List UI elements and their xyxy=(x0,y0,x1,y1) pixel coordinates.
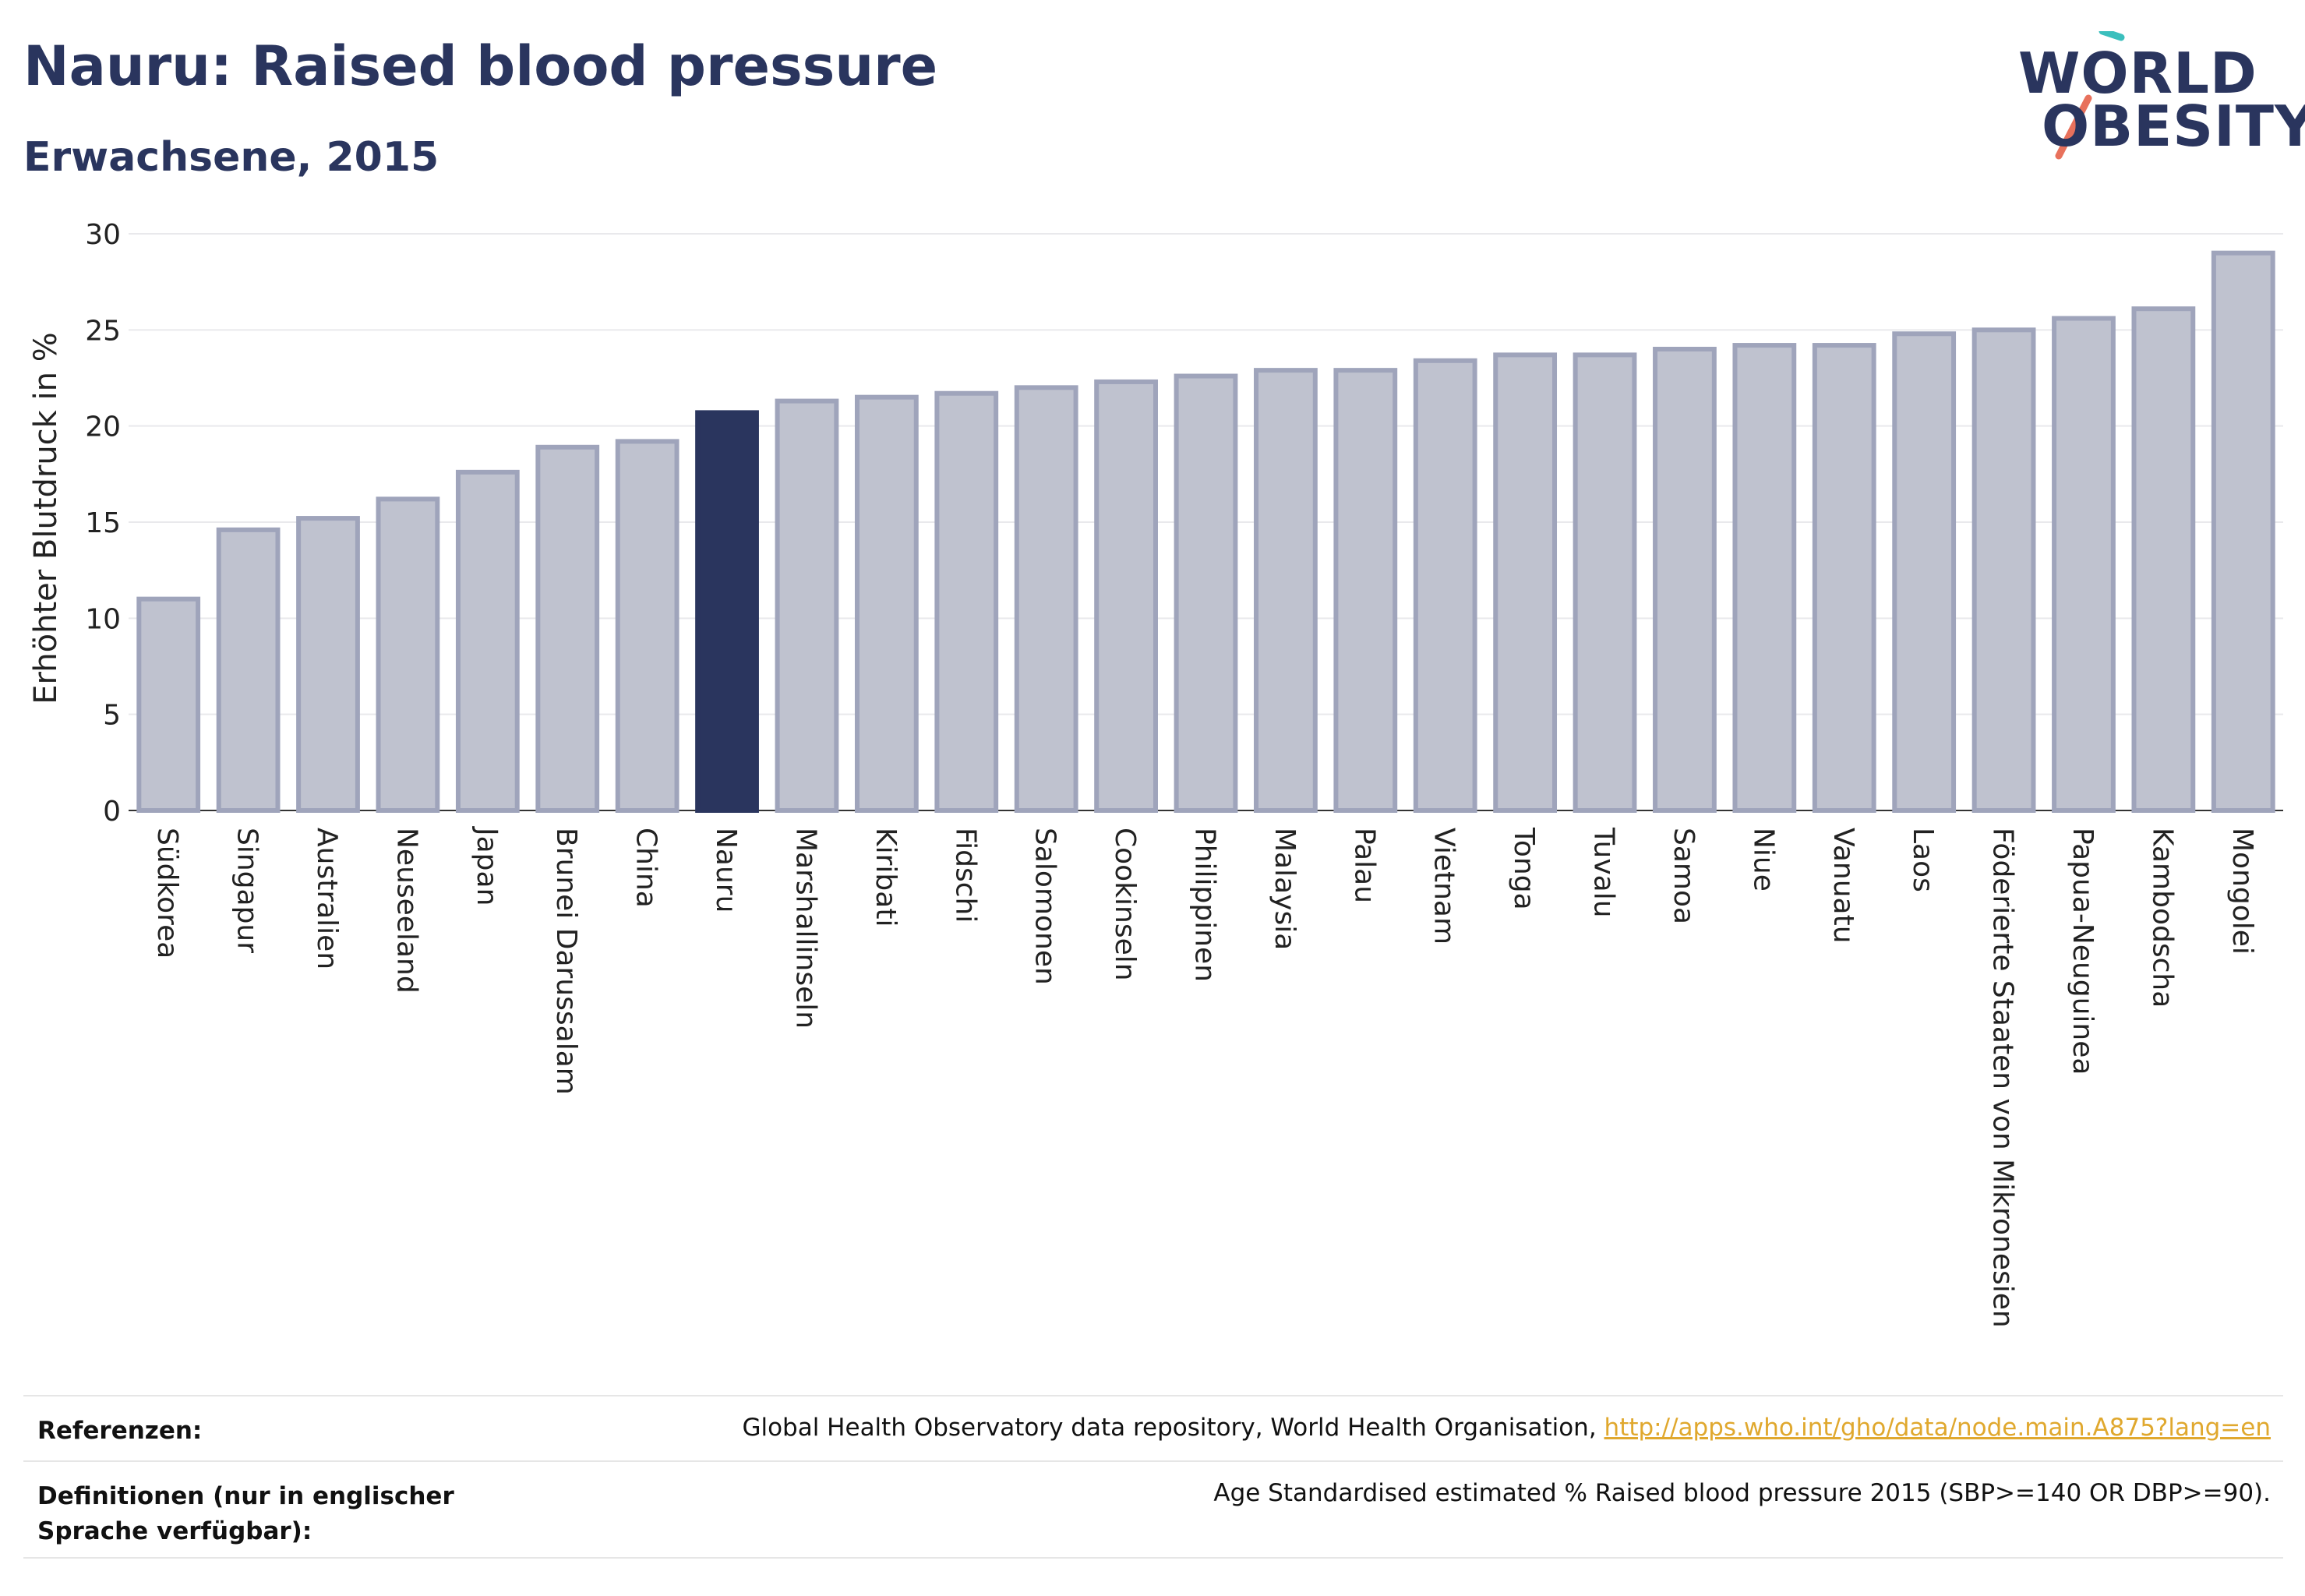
bar-vietnam[interactable] xyxy=(1413,358,1477,814)
logo-slash-icon xyxy=(2055,31,2125,160)
bar-tuvalu[interactable] xyxy=(1573,352,1637,813)
bar-philippinen[interactable] xyxy=(1174,373,1238,814)
definitions-value: Age Standardised estimated % Raised bloo… xyxy=(1213,1479,2271,1507)
bar-fidschi[interactable] xyxy=(934,390,999,813)
x-tick-label: Palau xyxy=(1348,828,1380,903)
footer-divider xyxy=(23,1557,2283,1559)
y-tick-label: 25 xyxy=(85,315,121,347)
bar-salomonen[interactable] xyxy=(1014,385,1078,814)
bar-kambodscha[interactable] xyxy=(2131,306,2196,813)
bar-vanuatu[interactable] xyxy=(1812,343,1876,814)
x-tick-label: Tuvalu xyxy=(1588,827,1620,918)
chart-title: Nauru: Raised blood pressure xyxy=(23,34,938,98)
x-tick-label: Kiribati xyxy=(870,828,902,927)
x-tick-label: Laos xyxy=(1907,828,1939,892)
bar-malaysia[interactable] xyxy=(1254,368,1318,813)
bar-marshallinseln[interactable] xyxy=(775,398,839,814)
bar-laos[interactable] xyxy=(1892,331,1957,813)
references-link[interactable]: http://apps.who.int/gho/data/node.main.A… xyxy=(1604,1414,2271,1442)
y-tick-label: 20 xyxy=(85,411,121,443)
x-tick-label: Malaysia xyxy=(1269,828,1301,950)
bar-niue[interactable] xyxy=(1732,343,1797,814)
bar-tonga[interactable] xyxy=(1493,352,1558,813)
y-axis-label: Erhöhter Blutdruck in % xyxy=(28,332,64,704)
x-tick-label: Neuseeland xyxy=(390,828,422,994)
footer-divider xyxy=(23,1460,2283,1462)
x-tick-label: Brunei Darussalam xyxy=(550,828,582,1095)
definitions-row: Definitionen (nur in englischer Sprache … xyxy=(23,1460,2283,1557)
x-tick-label: Salomonen xyxy=(1029,828,1061,985)
x-tick-label: Philippinen xyxy=(1189,828,1221,982)
logo-text-obesity: OBESITY xyxy=(2042,94,2305,159)
x-tick-label: Föderierte Staaten von Mikronesien xyxy=(1987,828,2019,1328)
bar-föderierte-staaten-von-mikronesien[interactable] xyxy=(1971,327,2036,814)
bar-kiribati[interactable] xyxy=(854,394,919,813)
bar-chart: 0 5 10 15 20 25 30 Südkorea Singapur Australien N… xyxy=(28,219,2283,1328)
bar-palau[interactable] xyxy=(1333,368,1398,813)
chart-subtitle: Erwachsene, 2015 xyxy=(23,134,439,181)
bar-cookinseln[interactable] xyxy=(1094,379,1158,813)
bar-australien[interactable] xyxy=(296,516,360,813)
bar-nauru[interactable] xyxy=(695,410,759,813)
y-tick-label: 5 xyxy=(103,700,121,732)
bar-china[interactable] xyxy=(615,439,679,813)
x-tick-label: Samoa xyxy=(1668,828,1700,924)
x-tick-label: Papua-Neuguinea xyxy=(2067,828,2099,1075)
bar-japan[interactable] xyxy=(455,469,520,813)
world-obesity-logo: WORLD OBESITY xyxy=(2018,31,2305,171)
references-label: Referenzen: xyxy=(37,1417,203,1445)
y-tick-label: 10 xyxy=(85,603,121,635)
y-tick-label: 30 xyxy=(85,219,121,251)
bars xyxy=(136,250,2275,814)
x-tick-label: Mongolei xyxy=(2226,828,2258,955)
x-tick-label: Niue xyxy=(1747,828,1779,892)
bar-südkorea[interactable] xyxy=(136,596,201,813)
bar-mongolei[interactable] xyxy=(2211,250,2275,813)
x-tick-label: Singapur xyxy=(231,828,263,953)
x-tick-label: Japan xyxy=(471,826,503,906)
bar-brunei-darussalam[interactable] xyxy=(535,444,600,813)
references-text: Global Health Observatory data repositor… xyxy=(742,1414,1597,1442)
x-axis-labels: Südkorea Singapur Australien Neuseeland Japa… xyxy=(151,826,2258,1328)
x-tick-label: Cookinseln xyxy=(1109,828,1141,981)
bar-singapur[interactable] xyxy=(216,527,281,813)
x-tick-label: Nauru xyxy=(710,828,742,913)
x-tick-label: Südkorea xyxy=(151,828,183,959)
x-tick-label: Marshallinseln xyxy=(789,828,821,1029)
bar-papua-neuguinea[interactable] xyxy=(2052,316,2116,814)
references-row: Referenzen: Global Health Observatory da… xyxy=(23,1395,2283,1460)
definitions-label: Definitionen (nur in englischer Sprache … xyxy=(37,1482,454,1545)
bar-samoa[interactable] xyxy=(1653,347,1717,813)
x-tick-label: Vanuatu xyxy=(1827,828,1859,944)
x-tick-label: China xyxy=(630,828,662,908)
y-axis-ticks: 0 5 10 15 20 25 30 xyxy=(85,219,121,828)
logo-text-world: WORLD xyxy=(2018,41,2257,106)
references-value: Global Health Observatory data repositor… xyxy=(742,1414,2271,1442)
x-tick-label: Fidschi xyxy=(949,828,981,923)
x-tick-label: Tonga xyxy=(1508,827,1540,910)
x-tick-label: Vietnam xyxy=(1428,828,1460,945)
x-tick-label: Kambodscha xyxy=(2146,828,2178,1008)
footer-divider xyxy=(23,1395,2283,1396)
x-tick-label: Australien xyxy=(311,828,343,969)
y-tick-label: 15 xyxy=(85,507,121,539)
y-tick-label: 0 xyxy=(103,796,121,828)
bar-neuseeland[interactable] xyxy=(376,496,440,813)
